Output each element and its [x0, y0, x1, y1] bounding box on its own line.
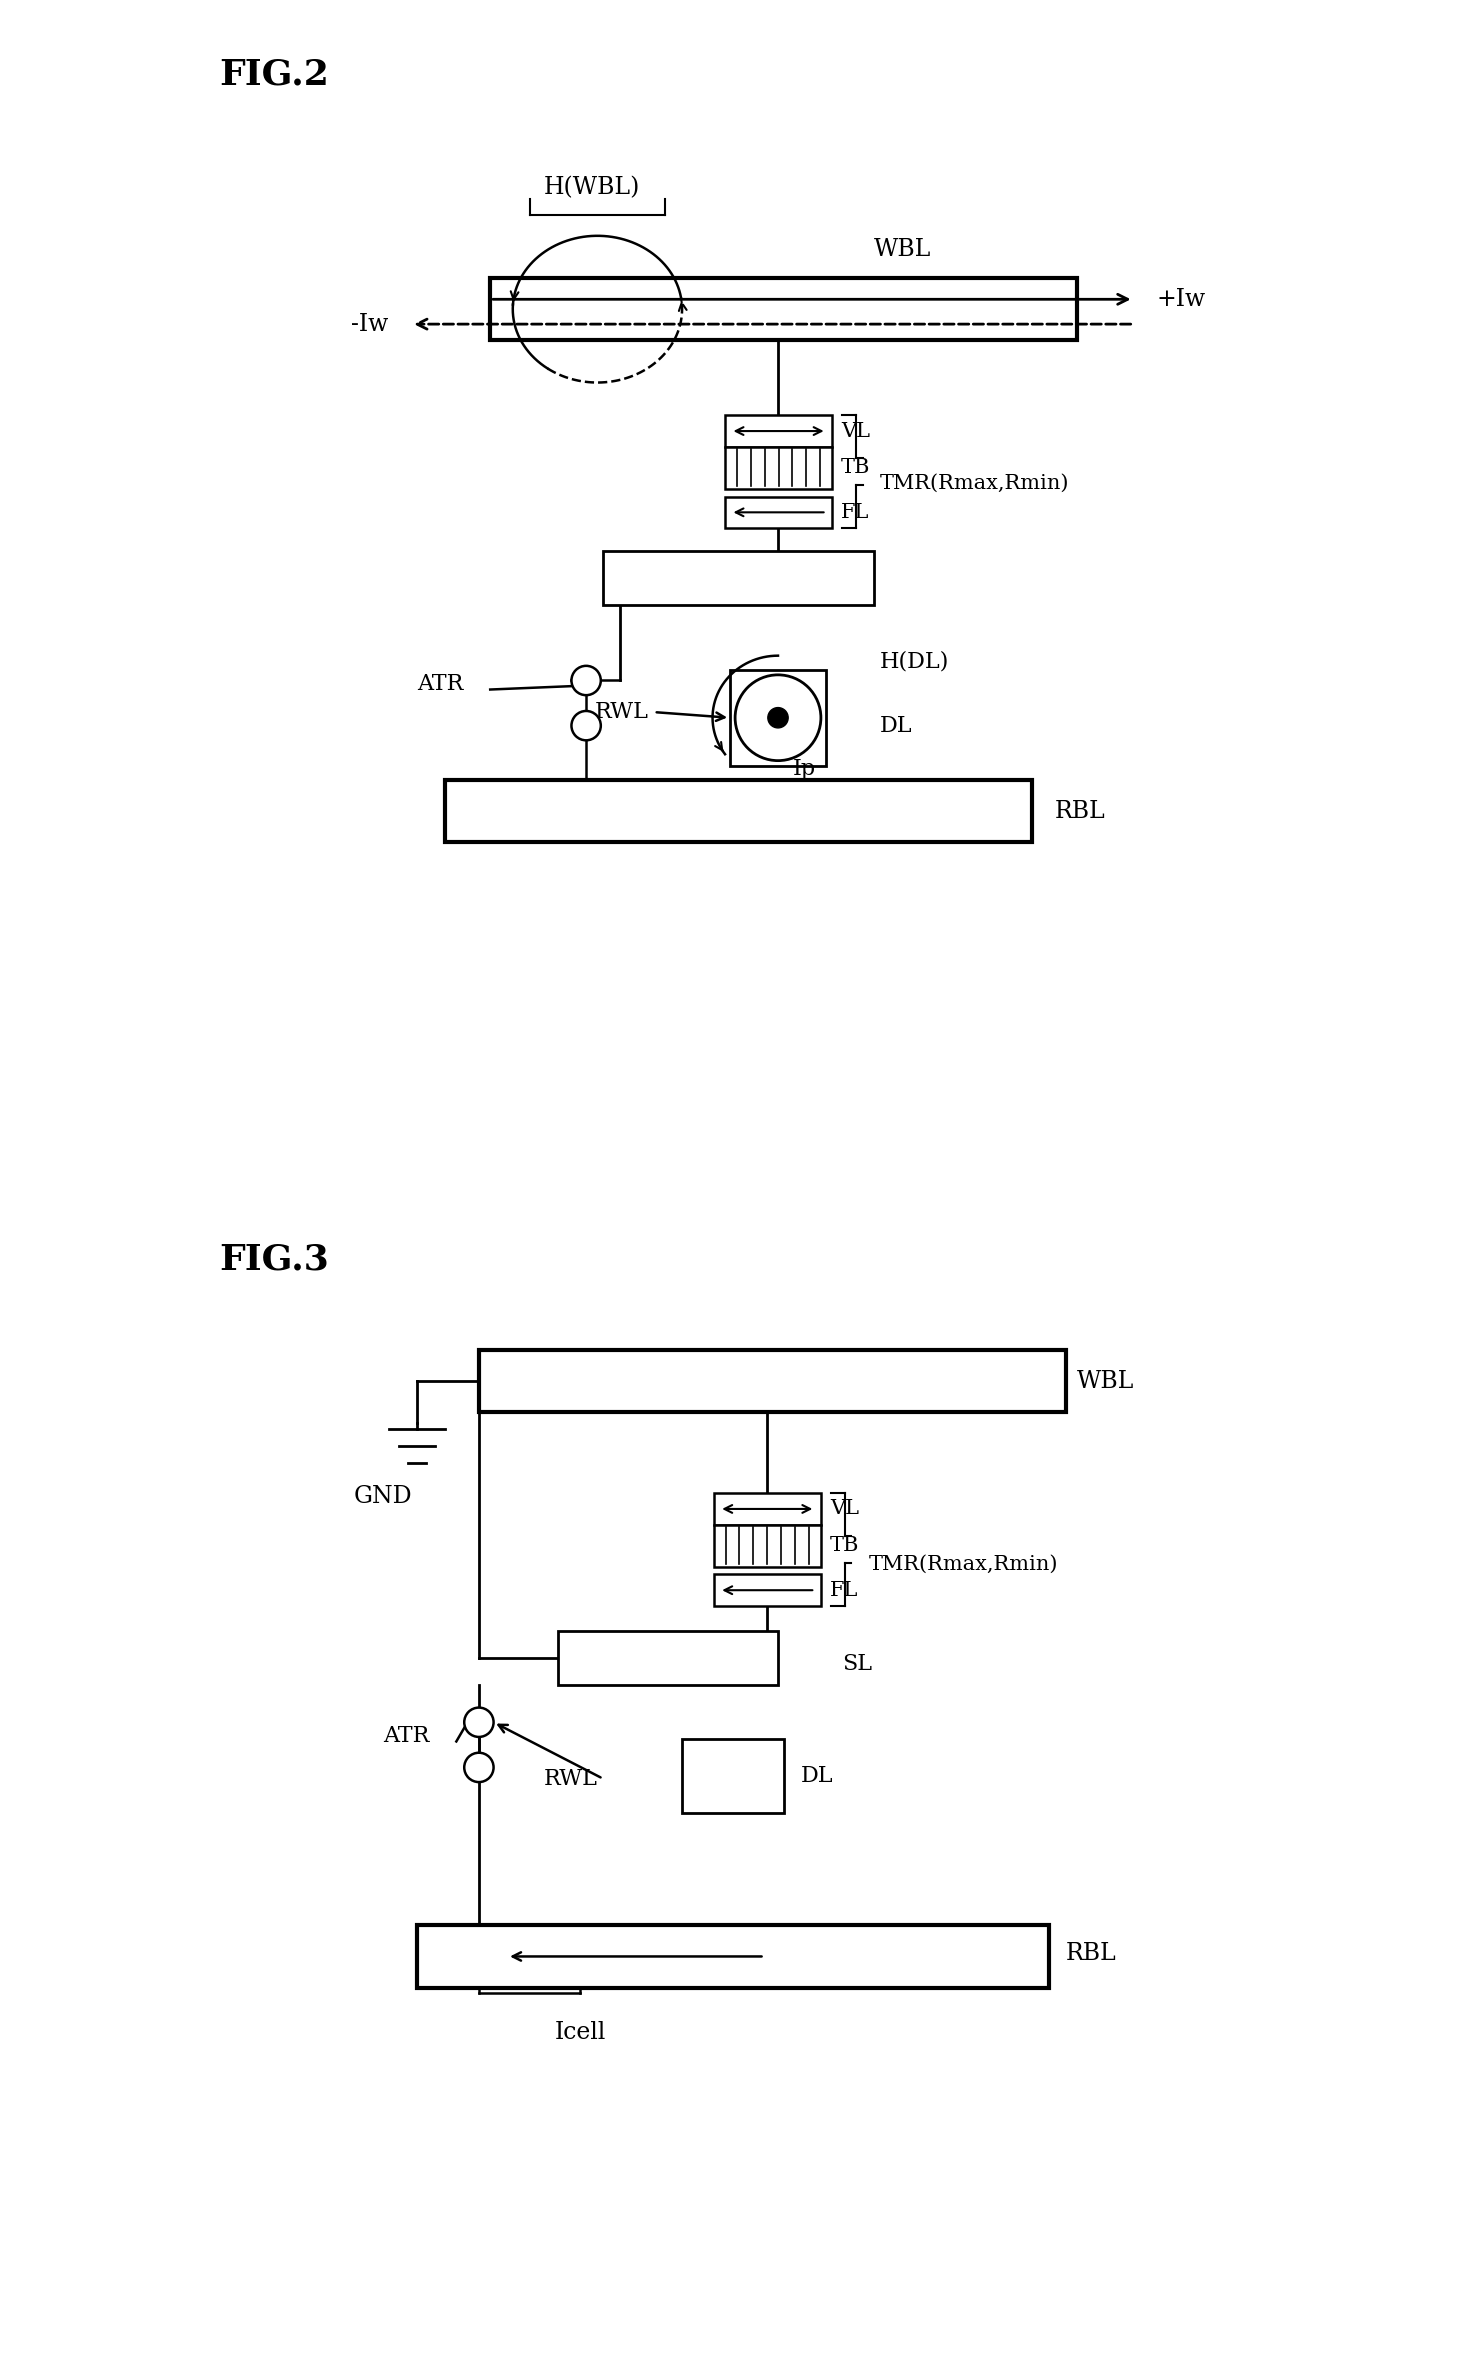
Text: SL: SL [842, 1653, 873, 1674]
Bar [417, 1927, 1049, 1988]
Text: TMR(Rmax,Rmin): TMR(Rmax,Rmin) [868, 1556, 1058, 1575]
Text: ATR: ATR [383, 1726, 430, 1747]
Bar [713, 1525, 821, 1565]
Circle shape [464, 1707, 493, 1738]
Text: Icell: Icell [555, 2021, 606, 2045]
Text: GND: GND [353, 1485, 412, 1509]
Text: FL: FL [830, 1582, 858, 1601]
Bar [558, 1631, 778, 1686]
Circle shape [572, 666, 601, 694]
Text: H(DL): H(DL) [880, 649, 948, 673]
Text: Ip: Ip [793, 758, 815, 779]
Text: FL: FL [842, 503, 870, 522]
Bar [445, 779, 1032, 843]
Bar [725, 496, 832, 529]
Text: DL: DL [801, 1766, 833, 1787]
Circle shape [768, 708, 789, 727]
Text: FIG.2: FIG.2 [219, 57, 329, 92]
Text: TB: TB [842, 458, 870, 477]
Text: RBL: RBL [1066, 1943, 1117, 1964]
Circle shape [736, 675, 821, 760]
Bar [682, 1740, 784, 1813]
Bar [725, 416, 832, 446]
Text: VL: VL [830, 1499, 860, 1518]
Text: RWL: RWL [544, 1768, 597, 1790]
Bar [490, 279, 1077, 340]
Bar [713, 1492, 821, 1525]
Text: +Iw: +Iw [1156, 288, 1205, 312]
Text: -Iw: -Iw [352, 312, 388, 335]
Circle shape [572, 711, 601, 741]
Bar [713, 1575, 821, 1605]
Text: VL: VL [842, 423, 870, 442]
Text: RWL: RWL [594, 701, 648, 722]
Text: TMR(Rmax,Rmin): TMR(Rmax,Rmin) [880, 475, 1069, 493]
Text: H(WBL): H(WBL) [544, 175, 640, 198]
Circle shape [464, 1752, 493, 1783]
Bar [479, 1350, 1066, 1412]
Bar [725, 446, 832, 489]
Text: TB: TB [830, 1537, 860, 1556]
Bar [603, 550, 874, 604]
Text: WBL: WBL [1077, 1369, 1134, 1393]
Text: FIG.3: FIG.3 [219, 1242, 329, 1277]
Bar [730, 671, 826, 765]
Text: ATR: ATR [417, 673, 464, 694]
Text: DL: DL [880, 715, 913, 737]
Text: WBL: WBL [874, 238, 932, 260]
Text: RBL: RBL [1055, 800, 1105, 824]
